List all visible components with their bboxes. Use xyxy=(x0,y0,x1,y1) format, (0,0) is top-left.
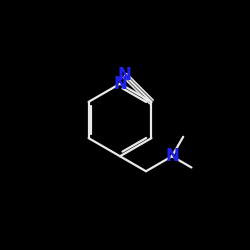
Text: N: N xyxy=(118,66,132,84)
Text: N: N xyxy=(165,147,179,165)
Text: N: N xyxy=(113,75,127,93)
